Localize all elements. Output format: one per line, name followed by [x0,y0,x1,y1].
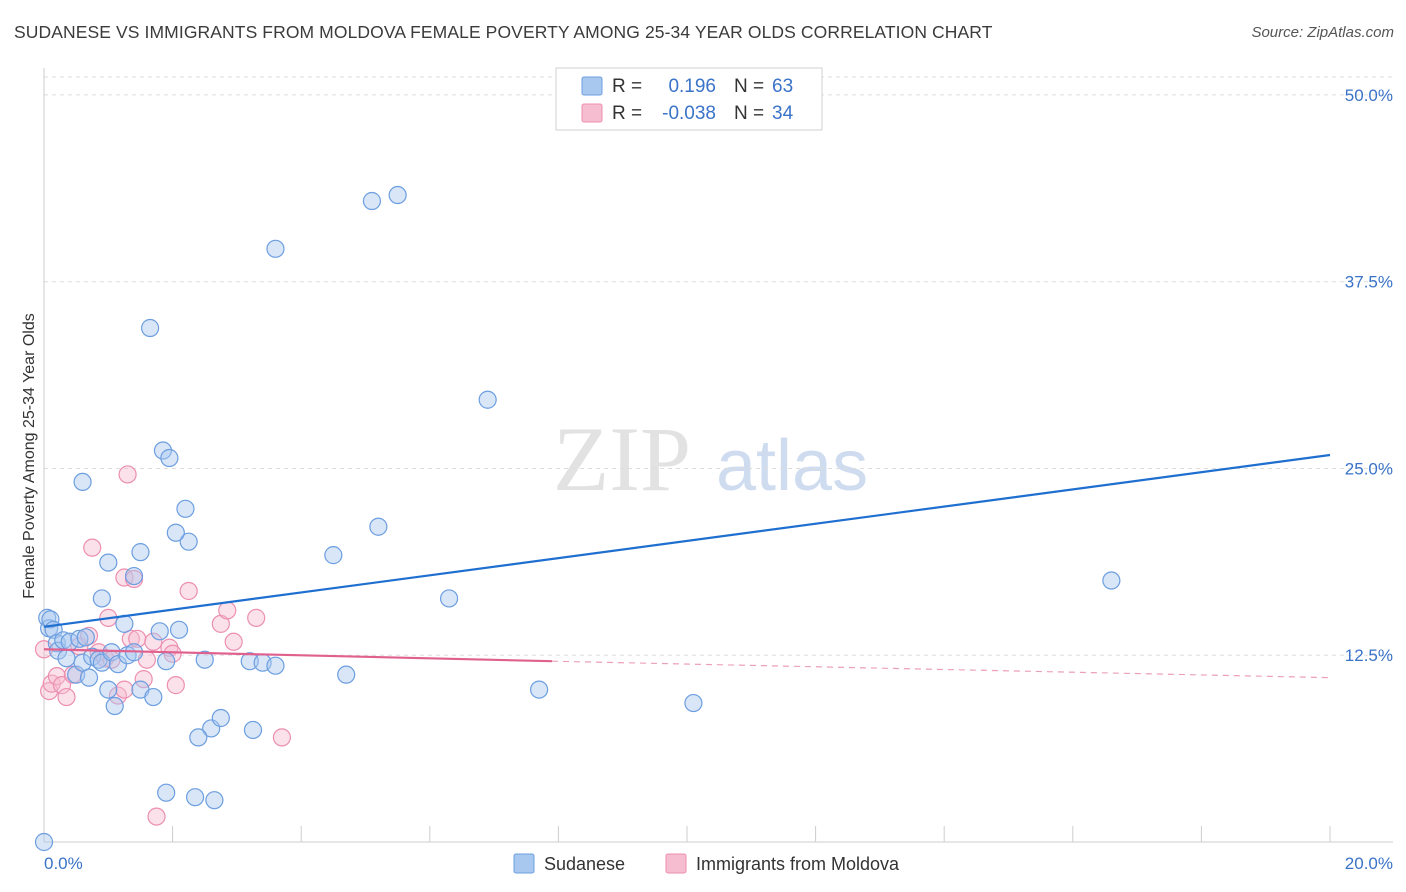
point-sudanese [41,610,60,629]
trend-line-moldova [43,648,552,663]
legend-n-label-1: N = [734,76,764,97]
legend-swatch-moldova [581,103,603,123]
point-sudanese [73,472,92,492]
point-sudanese [169,620,189,639]
data-points [34,185,1331,852]
source-credit: Source: ZipAtlas.com [1251,24,1394,41]
bottom-legend-swatch-sudanese [513,853,535,874]
point-sudanese [131,543,150,562]
legend-swatch-sudanese [581,76,603,96]
point-sudanese [79,668,99,687]
point-sudanese [266,239,285,258]
point-sudanese [189,728,208,747]
point-moldova [118,465,137,484]
point-sudanese [124,566,144,586]
y-tick-label: 50.0% [1345,86,1393,105]
point-moldova [47,667,66,686]
point-sudanese [243,720,263,740]
point-sudanese [153,441,173,460]
watermark-zip: ZIP [553,408,691,510]
point-moldova [144,632,163,651]
point-sudanese [99,680,118,699]
trend-line-sudanese [43,453,1331,628]
legend-r-label-1: R = [612,76,642,97]
point-sudanese [211,708,230,728]
point-sudanese [684,693,703,713]
point-sudanese [76,628,95,647]
legend-n-value-1: 63 [772,76,793,97]
y-axis-title: Female Poverty Among 25-34 Year Olds [21,313,38,599]
point-moldova [83,538,102,557]
legend-r-value-2: -0.038 [662,103,716,124]
point-moldova [224,632,243,651]
legend-r-label-2: R = [612,103,642,124]
point-sudanese [266,656,285,675]
point-moldova [115,568,134,587]
x-tick-label-max: 20.0% [1345,854,1393,873]
point-moldova [115,680,134,699]
point-sudanese [166,523,185,542]
point-moldova [272,728,292,747]
point-sudanese [157,652,176,671]
point-moldova [147,807,166,826]
point-sudanese [176,499,195,518]
legend-n-label-2: N = [734,103,764,124]
watermark-atlas: atlas [716,426,868,506]
point-sudanese [70,629,89,648]
point-sudanese [530,680,549,699]
legend-r-value-1: 0.196 [668,76,716,97]
point-moldova [134,670,153,689]
point-sudanese [140,318,160,338]
bottom-legend-swatch-moldova [665,853,687,874]
chart-title: SUDANESE VS IMMIGRANTS FROM MOLDOVA FEMA… [14,22,993,42]
point-sudanese [1102,571,1121,590]
point-sudanese [150,622,169,641]
point-sudanese [195,650,214,669]
point-sudanese [205,791,224,810]
bottom-legend-label-sudanese: Sudanese [544,854,625,874]
point-sudanese [439,589,459,608]
point-moldova [57,687,76,707]
point-moldova [179,581,198,601]
bottom-legend-label-moldova: Immigrants from Moldova [696,854,900,874]
x-tick-label-min: 0.0% [44,854,83,873]
point-sudanese [157,783,176,802]
point-moldova [218,601,237,620]
gridlines: 12.5% 25.0% 37.5% 50.0% [44,76,1393,665]
axes [43,68,1393,843]
point-sudanese [57,649,76,668]
point-moldova [163,644,182,663]
point-sudanese [160,448,179,468]
point-sudanese [144,687,163,707]
point-sudanese [324,546,343,565]
point-moldova [166,676,185,695]
series-legend: Sudanese Immigrants from Moldova [513,853,900,874]
point-sudanese [105,696,124,716]
point-sudanese [388,185,407,205]
point-sudanese [337,665,356,684]
stats-legend: R = 0.196 N = 63 R = -0.038 N = 34 [555,67,823,131]
point-sudanese [34,832,54,852]
point-sudanese [179,532,198,551]
trend-line-moldova-extension [551,660,1331,679]
point-sudanese [92,589,111,608]
point-sudanese [186,788,205,807]
point-sudanese [99,553,118,572]
point-moldova [247,608,266,627]
y-tick-label: 37.5% [1345,273,1393,292]
point-sudanese [478,390,497,409]
point-sudanese [369,517,388,536]
point-sudanese [362,191,382,211]
legend-n-value-2: 34 [772,103,794,124]
point-moldova [52,676,72,695]
y-tick-label: 25.0% [1345,459,1393,478]
trend-lines [551,660,1331,679]
y-tick-label: 12.5% [1345,646,1393,665]
